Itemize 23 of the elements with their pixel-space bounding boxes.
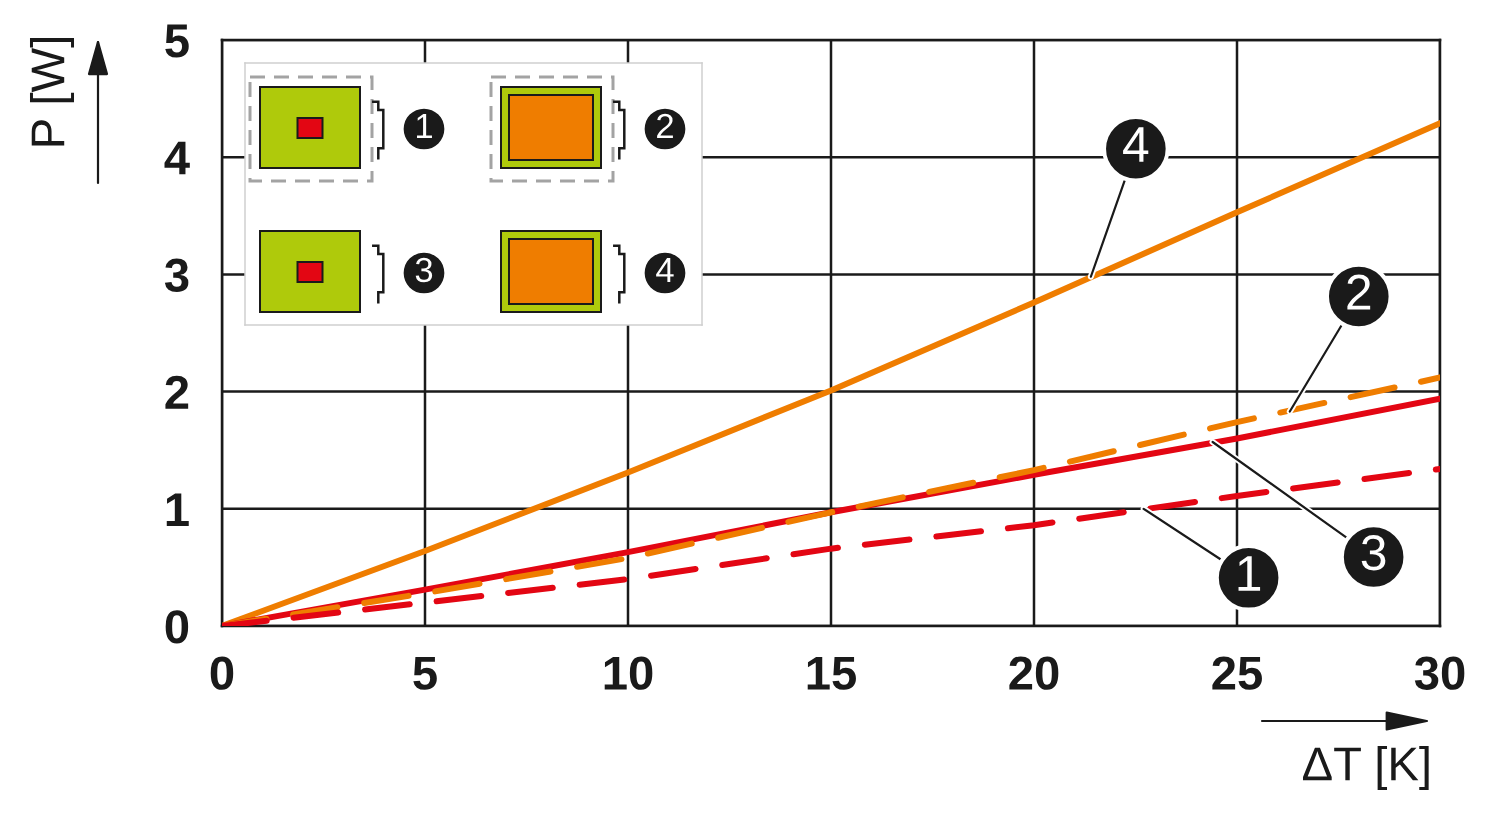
annotation: 3 (1361, 535, 1386, 571)
x-axis-title: ΔT [K] (1302, 745, 1429, 791)
x-tick-label: 30 (1414, 656, 1465, 690)
x-tick-label: 10 (604, 656, 653, 690)
x-tick-label: 5 (413, 656, 437, 690)
y-tick-label: 1 (166, 493, 189, 526)
x-tick-label: 20 (1009, 656, 1059, 690)
annotation: 3 (415, 257, 433, 283)
y-axis-title: P [W] (29, 38, 75, 146)
y-tick-label: 4 (164, 141, 190, 175)
y-tick-label: 2 (165, 375, 189, 409)
x-tick-label: 25 (1212, 656, 1262, 690)
y-tick-label: 5 (165, 24, 189, 58)
y-tick-label: 3 (164, 258, 189, 293)
annotation: 2 (1347, 274, 1371, 310)
x-tick-label: 15 (807, 656, 856, 690)
annotation: 1 (1238, 556, 1261, 591)
annotation: 4 (656, 258, 674, 282)
x-tick-label: 0 (210, 656, 234, 690)
annotation: 2 (657, 113, 673, 138)
annotation: 4 (1123, 127, 1149, 162)
annotation: 1 (416, 114, 432, 138)
y-tick-label: 0 (165, 610, 189, 644)
